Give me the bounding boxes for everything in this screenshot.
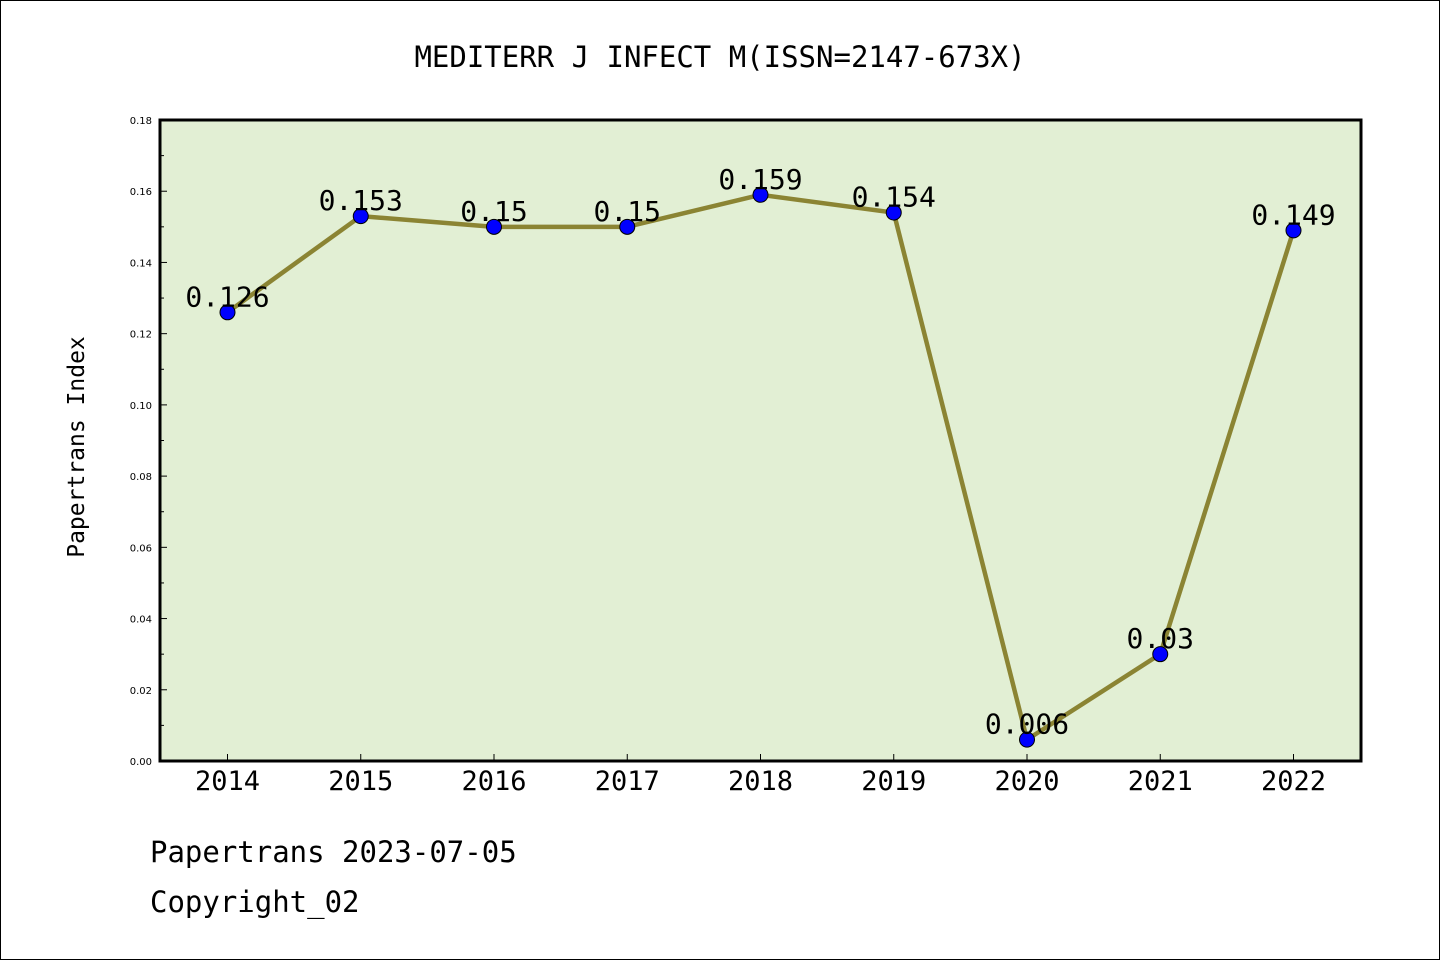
data-label: 0.153 [319, 184, 403, 217]
x-tick-label: 2020 [994, 766, 1059, 797]
y-tick-label: 0.06 [130, 543, 152, 554]
series-line: 0.126 0.153 0.15 0.15 0.159 0.154 0.006 0.03 0.1… [185, 163, 1336, 748]
data-point [219, 304, 236, 321]
data-point [619, 218, 636, 235]
data-point [486, 218, 502, 235]
data-point [1285, 222, 1302, 239]
x-tick-label: 2017 [595, 766, 660, 797]
data-label: 0.126 [185, 280, 269, 313]
y-tick-label: 0.18 [130, 116, 152, 127]
footer-date: Papertrans 2023-07-05 [150, 835, 517, 869]
y-tick-label: 0.10 [130, 401, 152, 412]
y-tick-label: 0.12 [130, 330, 152, 341]
chart-title: MEDITERR J INFECT M(ISSN=2147-673X) [414, 40, 1025, 74]
x-tick-label: 2021 [1128, 766, 1193, 797]
data-point [1152, 646, 1169, 663]
data-label: 0.03 [1127, 622, 1194, 655]
data-label: 0.006 [985, 708, 1069, 741]
y-tick-label: 0.08 [130, 472, 152, 483]
plot-border [158, 118, 1363, 763]
y-tick-label: 0.00 [130, 757, 152, 768]
data-label: 0.159 [718, 163, 802, 196]
data-label: 0.149 [1251, 198, 1335, 231]
x-tick-label: 2015 [328, 766, 393, 797]
x-axis: 2014 2015 2016 2017 2018 2019 2020 2021 2022 [195, 754, 1326, 797]
x-tick-label: 2022 [1261, 766, 1326, 797]
x-tick-label: 2018 [728, 766, 793, 797]
x-tick-label: 2016 [461, 766, 526, 797]
y-tick-label: 0.02 [130, 686, 152, 697]
y-tick-label: 0.04 [130, 615, 152, 626]
footer-copyright: Copyright_02 [150, 885, 360, 919]
y-tick-label: 0.16 [130, 187, 152, 198]
data-point [1019, 731, 1035, 748]
data-point [752, 186, 769, 203]
data-label: 0.15 [594, 195, 661, 228]
y-tick-label: 0.14 [130, 258, 152, 269]
data-label: 0.154 [852, 181, 936, 214]
x-tick-label: 2014 [195, 766, 260, 797]
data-label: 0.15 [460, 195, 527, 228]
data-point [885, 204, 902, 221]
data-point [352, 208, 369, 225]
y-axis-label: Papertrans Index [64, 336, 90, 558]
x-tick-label: 2019 [861, 766, 926, 797]
